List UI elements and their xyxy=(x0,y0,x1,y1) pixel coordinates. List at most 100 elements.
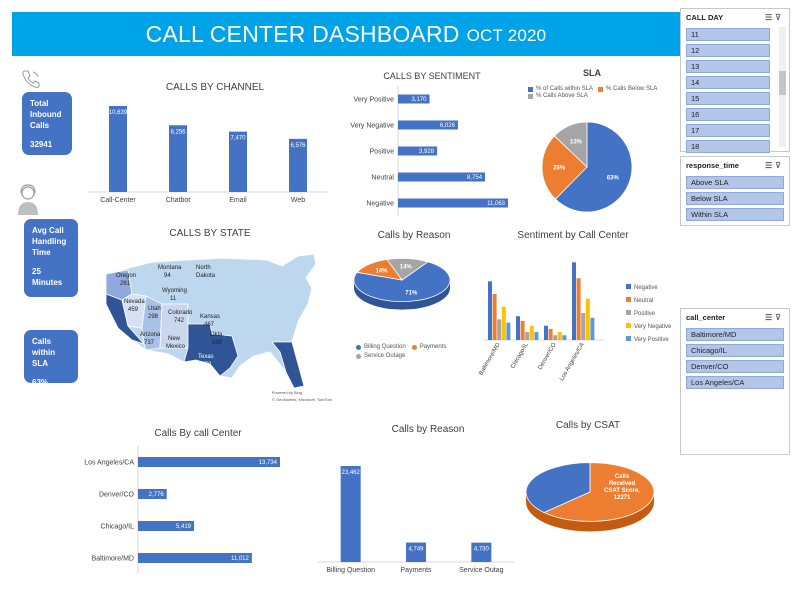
response-time-item-within-sla[interactable]: Within SLA xyxy=(686,208,784,221)
by_center-bar-chicago-il xyxy=(138,521,195,531)
call-center-item-los-angeles-ca[interactable]: Los Angeles/CA xyxy=(686,376,784,389)
channel-chart-title: CALLS BY CHANNEL xyxy=(165,82,265,93)
state-map-title: CALLS BY STATE xyxy=(169,228,251,239)
map-value-utah: 298 xyxy=(148,314,159,320)
sentiment-center-bar-denver-co-positive xyxy=(553,335,558,340)
map-value-wyoming: 11 xyxy=(170,296,177,302)
multi-select-icon[interactable]: ☰ xyxy=(764,12,776,22)
state-texas-shape xyxy=(183,323,239,377)
call-day-item-17[interactable]: 17 xyxy=(686,124,770,137)
by_center-value-label: 2,776 xyxy=(149,492,165,498)
sentiment-center-bar-chicago-il-very-positive xyxy=(534,332,539,340)
sentiment-bar-very-negative xyxy=(398,120,458,130)
kpi-calls-within-sla: Calls within SLA 63% xyxy=(24,330,78,387)
sla-legend-below: % Calls Below SLA xyxy=(598,86,657,92)
channel-value-label: 10,639 xyxy=(109,110,128,116)
sentiment-category-label: Negative xyxy=(366,201,394,208)
sentiment-center-bar-chicago-il-very-negative xyxy=(529,325,534,340)
calls-by-reason-pie: 71% 14% 14% xyxy=(353,258,451,310)
sentiment-category-label: Positive xyxy=(369,149,394,156)
clear-filter-icon[interactable]: ⊽ xyxy=(775,12,784,22)
sentiment-value-label: 6,026 xyxy=(440,123,456,129)
by_center-bar-denver-co xyxy=(138,489,167,499)
sentiment-center-bar-los-angeles-ca-very-positive xyxy=(590,317,595,340)
call-day-item-16[interactable]: 16 xyxy=(686,108,770,121)
slicer-call-center: call_center ☰⊽ Baltimore/MD Chicago/IL Denv… xyxy=(680,308,790,455)
clear-filter-icon[interactable]: ⊽ xyxy=(775,160,784,170)
dashboard-title-bar: CALL CENTER DASHBOARD OCT 2020 xyxy=(12,12,680,56)
channel-value-label: 7,470 xyxy=(230,136,246,142)
map-label-new-mexico: New xyxy=(168,336,181,342)
sentiment-center-bar-los-angeles-ca-neutral xyxy=(576,278,581,340)
sla-slice-label: 63% xyxy=(607,176,620,182)
call-day-item-14[interactable]: 14 xyxy=(686,76,770,89)
reason_bar-category-label: Billing Question xyxy=(326,567,375,574)
sla-slice-calls-below-sla xyxy=(541,135,588,200)
sentiment-center-category-label: Denver/CO xyxy=(538,342,558,371)
multi-select-icon[interactable]: ☰ xyxy=(764,160,776,170)
reason_bar-value-label: 4,749 xyxy=(408,547,424,553)
call-day-item-15[interactable]: 15 xyxy=(686,92,770,105)
by_center-category-label: Denver/CO xyxy=(99,492,135,499)
map-value-kansas: 467 xyxy=(204,322,215,328)
channel-category-label: Chatbot xyxy=(166,197,191,204)
map-label-nevada: Nevada xyxy=(124,299,145,305)
map-label-new-mexico-2: Mexico xyxy=(166,344,186,350)
dashboard-subtitle: OCT 2020 xyxy=(466,26,547,45)
map-label-texas: Texas xyxy=(198,354,214,360)
sentiment-center-bar-baltimore-md-positive xyxy=(497,319,502,340)
slicer-scrollbar-thumb[interactable] xyxy=(779,71,786,95)
csat-slice-1 xyxy=(525,462,591,513)
channel-bar-email xyxy=(229,131,247,192)
slicer-response-time-title: response_time xyxy=(686,160,739,170)
slicer-scrollbar[interactable] xyxy=(779,27,786,147)
sentiment-center-bar-baltimore-md-very-positive xyxy=(506,322,511,340)
by_center-bar-los-angeles-ca xyxy=(138,457,280,467)
call-day-item-12[interactable]: 12 xyxy=(686,44,770,57)
sentiment-center-bar-chicago-il-positive xyxy=(525,332,530,340)
sentiment-center-bar-chicago-il-negative xyxy=(516,316,520,340)
sentiment-value-label: 3,170 xyxy=(412,97,428,103)
reason_pie-slice-service-outage xyxy=(386,258,429,281)
channel-value-label: 6,576 xyxy=(290,143,306,149)
state-new-mexico-shape xyxy=(159,303,189,349)
sentiment-center-bar-baltimore-md-negative xyxy=(488,281,492,340)
map-label-arizona: Arizona xyxy=(140,332,161,338)
reason-bar-title: Calls by Reason xyxy=(391,424,465,435)
map-label-north-dakota-2: Dakota xyxy=(196,273,216,279)
call-center-item-chicago-il[interactable]: Chicago/IL xyxy=(686,344,784,357)
call-center-item-baltimore-md[interactable]: Baltimore/MD xyxy=(686,328,784,341)
kpi-total-inbound-calls: Total Inbound Calls 32941 xyxy=(22,92,72,155)
kpi-sla-value: 63% xyxy=(32,378,49,387)
sentiment-value-label: 3,928 xyxy=(419,149,435,155)
map-value-arizona: 737 xyxy=(144,340,155,346)
sentiment-bar-negative xyxy=(398,198,508,208)
call-day-item-18[interactable]: 18 xyxy=(686,140,770,153)
reason_bar-bar-billing-question xyxy=(340,466,361,562)
sentiment-center-bar-baltimore-md-very-negative xyxy=(501,306,506,340)
map-attribution-copyright: © GeoNames, Microsoft, TomTom xyxy=(272,397,333,402)
sentiment-center-title: Sentiment by Call Center xyxy=(517,230,629,241)
reason_pie-slice-label: 14% xyxy=(400,265,413,271)
response-time-item-below-sla[interactable]: Below SLA xyxy=(686,192,784,205)
sentiment-center-legend-positive: Positive xyxy=(634,311,656,317)
map-label-montana: Montana xyxy=(158,265,182,271)
map-label-north-dakota: North xyxy=(196,265,211,271)
sla-legend: % of Calls within SLA % Calls Below SLA … xyxy=(528,86,676,99)
phone-icon xyxy=(22,70,40,88)
sla-legend-above: % Calls Above SLA xyxy=(528,93,588,99)
map-label-oklahoma: Okla. xyxy=(210,332,224,338)
call-day-item-13[interactable]: 13 xyxy=(686,60,770,73)
map-value-oregon: 261 xyxy=(120,281,131,287)
reason-legend-billing: Billing Question xyxy=(356,344,406,350)
sentiment-bar-neutral xyxy=(398,172,486,182)
clear-filter-icon[interactable]: ⊽ xyxy=(775,312,784,322)
sla-slice-label: 13% xyxy=(570,139,583,145)
multi-select-icon[interactable]: ☰ xyxy=(764,312,776,322)
response-time-item-above-sla[interactable]: Above SLA xyxy=(686,176,784,189)
sentiment-center-bar-chicago-il-neutral xyxy=(520,320,525,340)
sentiment-center-bar-los-angeles-ca-negative xyxy=(572,262,576,340)
call-day-item-11[interactable]: 11 xyxy=(686,28,770,41)
call-center-item-denver-co[interactable]: Denver/CO xyxy=(686,360,784,373)
sla-slice-label: 25% xyxy=(553,165,566,171)
